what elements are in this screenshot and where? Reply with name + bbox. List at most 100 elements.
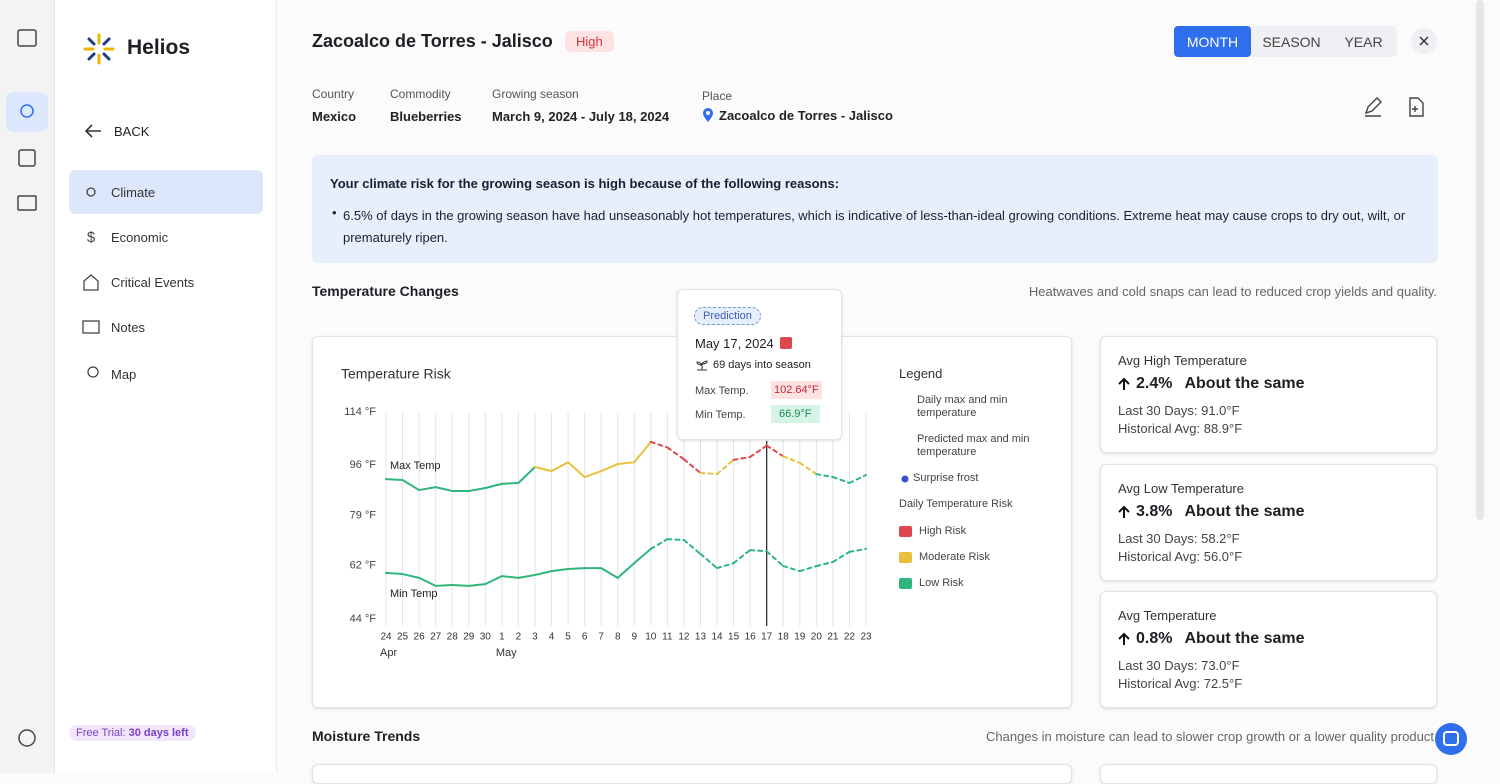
line-segment [649,538,669,550]
x-tick-label: 2 [516,632,522,643]
stat-change: 2.4% [1136,375,1173,392]
line-segment [616,461,636,466]
back-link[interactable]: BACK [114,124,150,139]
scrollbar[interactable] [1476,0,1484,520]
line-segment [831,476,851,484]
line-segment [848,547,867,553]
detail-label: Place [702,89,733,103]
x-tick-label: 19 [794,632,806,643]
x-tick-label: 3 [532,632,538,643]
svg-text:$: $ [87,229,96,246]
line-segment [749,444,768,458]
x-tick-label: 24 [380,632,392,643]
x-tick-label: 22 [844,632,856,643]
line-segment [682,458,702,474]
line-segment [533,570,553,576]
nav-item[interactable]: Map [111,366,137,382]
line-segment [716,458,735,476]
x-tick-label: 13 [695,632,707,643]
sidebar: Helios BACK Climate Economic Critical Ev… [55,0,277,773]
export-icon[interactable] [1409,97,1424,117]
stat-title: Avg High Temperature [1118,353,1247,368]
nav-item[interactable]: Climate [69,170,263,214]
plant-icon [696,360,708,371]
nav-item[interactable]: Economic [111,229,169,245]
tooltip-label: Min Temp. [695,409,746,421]
line-segment [451,583,470,587]
x-tick-label: 21 [827,632,839,643]
line-segment [633,547,652,565]
brand: Helios [127,36,191,59]
x-tick-label: 10 [645,632,657,643]
stat-card: Avg Temperature 0.8% About the same Last 30… [1100,591,1437,708]
legend-item: Predicted max and min temperature [917,433,1030,458]
chart-title: Temperature Risk [341,366,452,382]
tab[interactable]: MONTH [1174,26,1251,57]
stat-historical: Historical Avg: 56.0°F [1118,548,1243,564]
stat-title: Avg Temperature [1118,608,1217,623]
back-arrow [84,124,101,138]
x-tick-label: 23 [860,632,872,643]
series-label: Min Temp [390,588,437,600]
book-icon[interactable] [17,195,37,211]
tab[interactable]: SEASON [1262,33,1321,50]
line-segment [467,486,487,492]
alert-item: 6.5% of days in the growing season have … [343,208,1406,245]
legend-item: Surprise frost [913,472,979,484]
x-tick-label: 9 [631,632,637,643]
tab[interactable]: YEAR [1344,33,1383,50]
up-arrow [1118,505,1130,518]
risk-label: Moderate Risk [919,551,990,563]
x-tick-label: 4 [549,632,555,643]
account-icon[interactable] [18,729,36,747]
line-segment [385,571,404,576]
collapse-icon[interactable] [17,29,37,47]
trial-days: 30 days left [128,727,189,739]
y-tick-label: 96 °F [350,459,377,471]
close-button[interactable] [1410,27,1438,55]
line-segment [484,482,503,489]
x-tick-label: 5 [565,632,571,643]
risk-swatch [899,552,912,563]
line-segment [815,560,834,568]
line-segment [699,471,719,476]
line-segment [699,552,719,570]
line-segment [434,583,454,587]
line-segment [500,575,520,579]
risk-swatch [899,526,912,537]
edit-icon[interactable] [1364,97,1382,117]
line-segment [517,573,536,579]
prediction-badge: Prediction [694,307,761,325]
legend-title: Legend [899,366,943,381]
line-segment [848,473,867,484]
bullet: • [332,205,337,220]
risk-label: High Risk [919,525,967,537]
legend-icons [899,402,911,483]
page-title: Zacoalco de Torres - Jalisco [312,31,553,51]
section-title: Temperature Changes [312,283,459,299]
nav-item[interactable]: Notes [111,319,145,335]
line-segment [682,539,702,555]
route-icon[interactable] [18,149,36,167]
legend-item: Daily max and min temperature [917,394,1008,419]
line-segment [484,575,503,586]
line-segment [533,466,553,473]
location-icon[interactable] [20,104,34,118]
x-tick-label: 7 [598,632,604,643]
trial-badge: Free Trial: 30 days left [69,725,196,741]
tooltip-label: Max Temp. [695,385,749,397]
line-segment [798,461,818,476]
x-tick-label: 27 [430,632,442,643]
chart-card: Temperature Risk 114 °F 96 °F 79 °F 62 °F 44… [312,336,1072,708]
nav-item[interactable]: Critical Events [111,274,195,290]
tooltip-value: 66.9°F [771,405,820,423]
line-segment [500,481,520,485]
stat-last30: Last 30 Days: 73.0°F [1118,658,1240,673]
section-note: Heatwaves and cold snaps can lead to red… [1028,284,1437,299]
alert-box: Your climate risk for the growing season… [312,155,1438,263]
help-button[interactable] [1434,722,1468,756]
series-label: Max Temp [390,460,441,472]
legend-subtitle: Daily Temperature Risk [899,498,1013,510]
line-segment [649,440,669,449]
